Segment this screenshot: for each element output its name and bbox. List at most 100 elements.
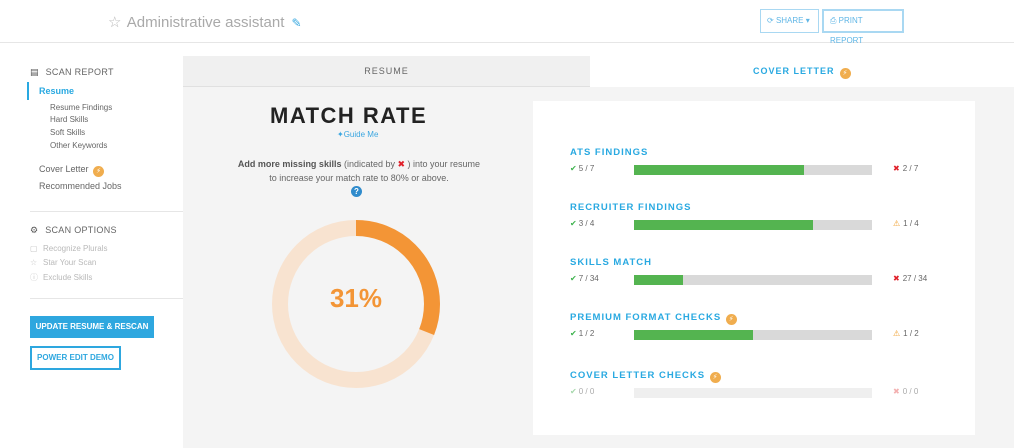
cover-letter-label: Cover Letter xyxy=(39,164,89,174)
scan-report-label: SCAN REPORT xyxy=(45,67,114,77)
print-label: PRINT REPORT xyxy=(830,16,864,45)
progress-fill xyxy=(634,220,813,230)
tab-resume[interactable]: RESUME xyxy=(183,56,590,87)
finding-progress-bar xyxy=(634,165,872,175)
finding-pass-count: ✔ 0 / 0 xyxy=(570,387,594,396)
report-icon: ▤ xyxy=(30,67,39,77)
update-rescan-button[interactable]: UPDATE RESUME & RESCAN xyxy=(30,316,154,338)
finding-issue-count: ⚠ 1 / 4 xyxy=(893,219,919,228)
sidebar-item-cover-letter[interactable]: Cover Letter ⚡ xyxy=(39,164,105,177)
sidebar-item-hard-skills[interactable]: Hard Skills xyxy=(50,115,89,124)
finding-progress-bar xyxy=(634,330,872,340)
scan-options-label: SCAN OPTIONS xyxy=(45,225,117,235)
sidebar-item-resume-findings[interactable]: Resume Findings xyxy=(50,103,113,112)
donut-fill xyxy=(272,220,440,388)
finding-title-label: PREMIUM FORMAT CHECKS xyxy=(570,312,722,323)
check-icon: ✔ xyxy=(570,219,577,228)
share-label: SHARE xyxy=(775,16,804,25)
premium-badge-icon: ⚡ xyxy=(840,68,852,79)
finding-issue-count: ✖ 27 / 34 xyxy=(893,274,927,283)
issue-value: 2 / 7 xyxy=(902,164,919,173)
match-rate-percent: 31% xyxy=(329,283,383,313)
warning-icon: ⚠ xyxy=(893,329,901,338)
progress-fill xyxy=(634,330,753,340)
premium-badge-icon: ⚡ xyxy=(726,314,738,325)
pass-value: 7 / 34 xyxy=(578,274,599,283)
pass-value: 0 / 0 xyxy=(578,387,595,396)
scan-title[interactable]: ☆ Administrative assistant ✎ xyxy=(108,13,302,31)
pass-value: 5 / 7 xyxy=(578,164,595,173)
finding-pass-count: ✔ 5 / 7 xyxy=(570,164,594,173)
tab-cover-letter-label: COVER LETTER xyxy=(752,66,835,76)
finding-issue-count: ⚠ 1 / 2 xyxy=(893,329,919,338)
warning-icon: ⚠ xyxy=(893,219,901,228)
top-bar: ☆ Administrative assistant ✎ ⟳ SHARE ▾ ⎙… xyxy=(0,0,1014,45)
finding-title[interactable]: RECRUITER FINDINGS xyxy=(570,202,691,213)
desc-end: ) into your resume to increase your matc… xyxy=(269,159,481,183)
progress-fill xyxy=(634,165,804,175)
check-icon: ✔ xyxy=(570,274,577,283)
scan-report-heading: ▤ SCAN REPORT xyxy=(30,67,114,78)
progress-fill xyxy=(634,275,684,285)
option-star-scan[interactable]: ☆ Star Your Scan xyxy=(30,258,96,267)
finding-issue-count: ✖ 2 / 7 xyxy=(893,164,918,173)
share-button[interactable]: ⟳ SHARE ▾ xyxy=(760,9,819,33)
finding-title[interactable]: COVER LETTER CHECKS ⚡ xyxy=(570,370,722,383)
tab-cover-letter[interactable]: COVER LETTER ⚡ xyxy=(590,56,1014,87)
check-icon: ✔ xyxy=(570,387,577,396)
x-icon: ✖ xyxy=(397,159,406,169)
finding-title-label: RECRUITER FINDINGS xyxy=(570,202,692,213)
option-label: Star Your Scan xyxy=(43,258,97,267)
finding-progress-bar xyxy=(634,220,872,230)
option-label: Recognize Plurals xyxy=(43,244,108,253)
print-report-button[interactable]: ⎙ PRINT REPORT xyxy=(822,9,904,45)
pass-value: 3 / 4 xyxy=(578,219,595,228)
gears-icon: ⚙ xyxy=(30,225,39,235)
finding-pass-count: ✔ 1 / 2 xyxy=(570,329,594,338)
option-label: Exclude Skills xyxy=(43,273,93,282)
finding-title-label: COVER LETTER CHECKS xyxy=(570,370,706,381)
power-edit-demo-button[interactable]: POWER EDIT DEMO xyxy=(30,346,121,370)
finding-title-label: ATS FINDINGS xyxy=(570,147,649,158)
guide-me-label: Guide Me xyxy=(343,130,379,139)
issue-value: 1 / 4 xyxy=(903,219,919,228)
finding-title[interactable]: SKILLS MATCH xyxy=(570,257,652,268)
star-icon[interactable]: ☆ xyxy=(108,14,122,31)
share-icon: ⟳ xyxy=(767,16,774,25)
check-icon: ✔ xyxy=(570,164,577,173)
finding-title-label: SKILLS MATCH xyxy=(570,257,653,268)
guide-me-link[interactable]: ✦Guide Me xyxy=(337,130,378,139)
info-icon: ⓘ xyxy=(30,273,38,282)
sidebar-divider xyxy=(30,211,183,212)
wand-icon: ✦ xyxy=(337,130,344,139)
x-icon: ✖ xyxy=(893,274,900,283)
finding-progress-bar xyxy=(634,275,872,285)
scan-options-heading: ⚙ SCAN OPTIONS xyxy=(30,225,117,236)
match-description: Add more missing skills (indicated by ✖ … xyxy=(236,157,482,185)
issue-value: 0 / 0 xyxy=(902,387,919,396)
match-rate-donut xyxy=(272,220,440,388)
finding-pass-count: ✔ 3 / 4 xyxy=(570,219,594,228)
x-icon: ✖ xyxy=(893,387,900,396)
sidebar-item-other-keywords[interactable]: Other Keywords xyxy=(50,141,108,150)
issue-value: 1 / 2 xyxy=(903,329,919,338)
checkbox-icon[interactable]: ▢ xyxy=(30,244,38,253)
option-exclude-skills[interactable]: ⓘ Exclude Skills xyxy=(30,272,92,283)
option-recognize-plurals[interactable]: ▢ Recognize Plurals xyxy=(30,244,107,253)
x-icon: ✖ xyxy=(893,164,900,173)
premium-badge-icon: ⚡ xyxy=(93,166,105,177)
finding-title[interactable]: PREMIUM FORMAT CHECKS ⚡ xyxy=(570,312,738,325)
sidebar-item-recommended-jobs[interactable]: Recommended Jobs xyxy=(39,181,122,191)
findings-panel xyxy=(533,101,975,435)
premium-badge-icon: ⚡ xyxy=(710,372,722,383)
pencil-icon[interactable]: ✎ xyxy=(291,16,302,30)
sidebar-item-resume[interactable]: Resume xyxy=(27,82,74,100)
sidebar-item-soft-skills[interactable]: Soft Skills xyxy=(50,128,86,137)
finding-progress-bar xyxy=(634,388,872,398)
help-icon[interactable]: ? xyxy=(351,186,362,197)
finding-title[interactable]: ATS FINDINGS xyxy=(570,147,648,158)
scan-title-text: Administrative assistant xyxy=(126,14,285,31)
finding-issue-count: ✖ 0 / 0 xyxy=(893,387,918,396)
match-rate-title: MATCH RATE xyxy=(270,103,428,128)
desc-mid: (indicated by xyxy=(341,159,398,169)
